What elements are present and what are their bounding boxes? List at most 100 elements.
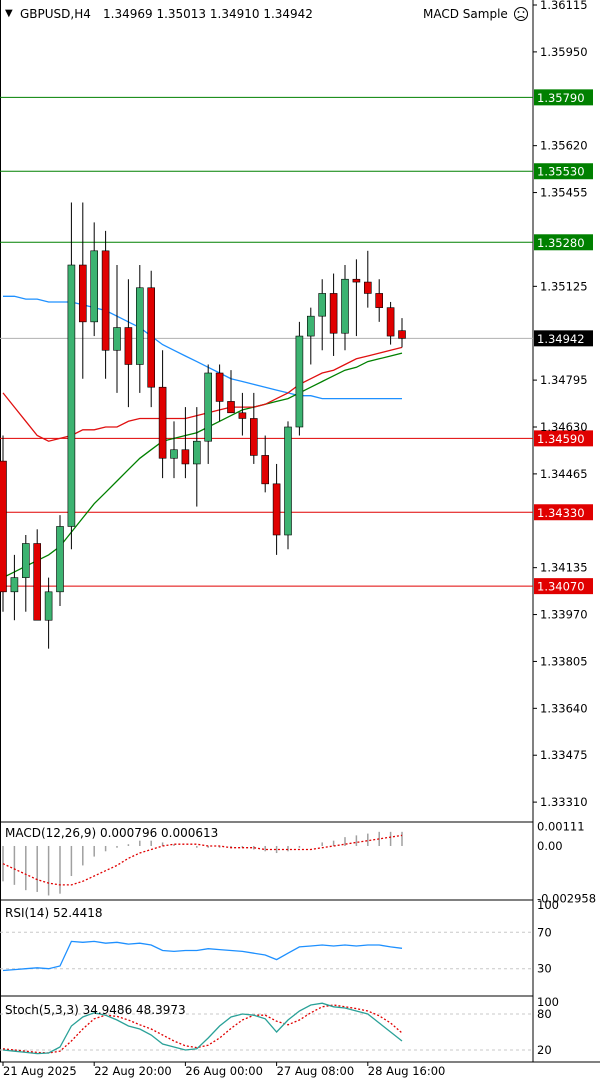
candle-body (284, 426, 292, 536)
stoch-tick-label: 80 (537, 1007, 552, 1021)
candle-body (79, 264, 87, 323)
candle-body (33, 543, 42, 621)
stoch-tick-label: 20 (537, 1043, 552, 1057)
price-level-tag-label: 1.35280 (537, 236, 585, 250)
price-tick-label: 1.35125 (540, 279, 588, 293)
candle-body (238, 412, 247, 419)
candle-body (0, 460, 7, 593)
price-levels: 1.35790 1.35530 1.35280 1.34590 1.34330 1.340… (0, 89, 593, 595)
price-level-tag-label: 1.34590 (537, 432, 585, 446)
candle-body (193, 440, 201, 465)
stoch-signal-line (2, 1004, 403, 1054)
current-price-tag-label: 1.34942 (537, 332, 585, 346)
price-level-tag-label: 1.34070 (537, 580, 585, 594)
price-level-tag (534, 504, 593, 521)
candle-body (147, 287, 155, 388)
candle-body (398, 330, 406, 339)
candle-body (44, 591, 53, 621)
candle-body (56, 526, 64, 593)
price-level-tag-label: 1.35790 (537, 91, 585, 105)
stoch-label: Stoch(5,3,3) 34.9486 48.3973 (5, 1003, 186, 1017)
rsi-line (2, 940, 403, 972)
price-level-tag-label: 1.34330 (537, 506, 585, 520)
candle-body (329, 293, 338, 334)
candle-body (272, 483, 281, 536)
candle-body (386, 307, 395, 337)
price-tick-label: 1.33970 (540, 608, 588, 622)
time-tick-label: 21 Aug 2025 (3, 1064, 77, 1078)
chart-header: ▼ GBPUSD,H4 1.34969 1.35013 1.34910 1.34… (5, 7, 528, 21)
price-tick-label: 1.34795 (540, 373, 588, 387)
ohlc-label: 1.34969 1.35013 1.34910 1.34942 (103, 7, 313, 21)
candle-body (375, 293, 384, 308)
candle-body (170, 449, 178, 459)
candle-body (215, 372, 224, 402)
price-tick-label: 1.33310 (540, 795, 588, 809)
price-tick-label: 1.34630 (540, 420, 588, 434)
candle-body (352, 278, 361, 283)
stoch-tick-label: 100 (537, 995, 559, 1009)
rsi-tick-label: 30 (537, 962, 552, 976)
macd-signal-line (2, 834, 403, 886)
price-tick-label: 1.35950 (540, 45, 588, 59)
price-level-tag (534, 163, 593, 180)
macd-tick-label: 0.00 (537, 839, 563, 853)
price-axis: 1.36115 1.35950 1.35620 1.35455 1.35125 1.347… (533, 0, 588, 809)
candle-body (363, 281, 372, 294)
rsi-tick-label: 100 (537, 898, 559, 912)
price-level-tag (534, 234, 593, 251)
time-tick-label: 26 Aug 00:00 (185, 1064, 263, 1078)
time-tick-label: 28 Aug 16:00 (368, 1064, 446, 1078)
price-tick-label: 1.35455 (540, 186, 588, 200)
price-tick-label: 1.33475 (540, 748, 588, 762)
candle-body (204, 372, 212, 442)
candle-body (124, 327, 133, 365)
stoch-main-line (2, 1002, 403, 1055)
candle-body (10, 577, 19, 593)
candles (0, 202, 406, 649)
time-tick-label: 22 Aug 20:00 (94, 1064, 172, 1078)
price-tick-label: 1.33805 (540, 654, 588, 668)
candle-body (181, 449, 190, 465)
candle-body (295, 335, 304, 428)
ma-fast-line (2, 346, 403, 442)
price-level-tag (534, 89, 593, 106)
price-level-tag (534, 430, 593, 447)
time-tick-label: 27 Aug 08:00 (277, 1064, 355, 1078)
rsi-label: RSI(14) 52.4418 (5, 906, 103, 920)
ma-mid-line (2, 352, 403, 579)
price-tick-label: 1.33640 (540, 701, 588, 715)
candle-body (101, 250, 110, 351)
expert-label[interactable]: MACD Sample (423, 7, 508, 21)
macd-tick-label: 0.00111 (537, 819, 585, 833)
candle-body (261, 455, 270, 485)
price-tick-label: 1.35620 (540, 139, 588, 153)
candle-body (158, 386, 167, 459)
price-tick-label: 1.34465 (540, 467, 588, 481)
candle-body (113, 327, 121, 351)
current-price-tag (534, 330, 593, 347)
price-level-tag (534, 578, 593, 595)
rsi-tick-label: 70 (537, 925, 552, 939)
candle-body (306, 315, 315, 337)
macd-label: MACD(12,26,9) 0.000796 0.000613 (5, 826, 218, 840)
candle-body (136, 287, 144, 365)
candle-body (318, 293, 327, 317)
candle-body (67, 264, 76, 527)
candle-body (341, 278, 349, 334)
price-level-tag-label: 1.35530 (537, 165, 585, 179)
symbol-label: GBPUSD,H4 (20, 7, 91, 21)
candle-body (250, 418, 258, 456)
macd-tick-label: -0.002958 (537, 891, 596, 905)
time-axis: 21 Aug 2025 22 Aug 20:00 26 Aug 00:00 27 Au… (2, 1062, 446, 1078)
sad-face-icon[interactable] (514, 7, 528, 21)
candle-body (227, 401, 235, 414)
price-tick-label: 1.36115 (540, 0, 588, 12)
triangle-down-icon[interactable]: ▼ (5, 8, 13, 19)
price-tick-label: 1.34135 (540, 561, 588, 575)
candle-body (90, 250, 98, 323)
candle-body (21, 543, 30, 578)
